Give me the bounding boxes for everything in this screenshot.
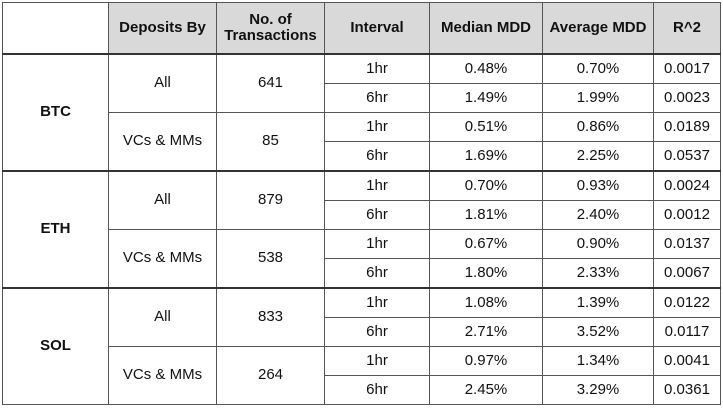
average-mdd-cell: 2.33% [542,258,654,289]
median-mdd-cell: 0.51% [429,112,543,142]
table-row: SOL All 833 1hr 1.08% 1.39% 0.0122 [2,287,721,405]
average-mdd-cell: 2.25% [542,141,654,172]
r2-cell: 0.0137 [653,229,721,259]
average-mdd-cell: 2.40% [542,200,654,230]
table-row: 6hr 2.71% 3.52% 0.0117 [3,317,721,347]
deposits-by-cell: All [108,170,217,230]
interval-cell: 1hr [324,287,430,318]
median-mdd-cell: 2.45% [429,375,543,405]
table-row: ETH All 879 1hr 0.70% 0.93% 0.0024 [2,170,721,289]
num-transactions-cell: 641 [216,53,325,113]
interval-cell: 1hr [324,112,430,142]
median-mdd-cell: 2.71% [429,317,543,347]
interval-cell: 1hr [324,53,430,84]
r2-cell: 0.0017 [653,53,721,84]
median-mdd-cell: 0.48% [429,53,543,84]
average-mdd-cell: 1.39% [542,287,654,318]
average-mdd-cell: 3.29% [542,375,654,405]
average-mdd-cell: 1.34% [542,346,654,376]
interval-cell: 6hr [324,375,430,405]
median-mdd-cell: 0.97% [429,346,543,376]
table-row: VCs & MMs 85 1hr 0.51% 0.86% 0.0189 [3,112,721,172]
header-interval: Interval [324,2,430,55]
deposits-by-cell: All [108,53,217,113]
table-row: BTC All 641 1hr 0.48% 0.70% 0.0017 [2,53,721,172]
median-mdd-cell: 0.70% [429,170,543,201]
r2-cell: 0.0361 [653,375,721,405]
median-mdd-cell: 1.80% [429,258,543,289]
num-transactions-cell: 85 [216,112,325,172]
r2-cell: 0.0023 [653,83,721,113]
deposits-by-cell: VCs & MMs [108,346,217,405]
asset-label: SOL [2,287,109,405]
r2-cell: 0.0122 [653,287,721,318]
num-transactions-cell: 833 [216,287,325,347]
r2-cell: 0.0012 [653,200,721,230]
table-row: 6hr 2.45% 3.29% 0.0361 [3,375,721,405]
deposits-by-cell: VCs & MMs [108,229,217,289]
median-mdd-cell: 1.81% [429,200,543,230]
interval-cell: 6hr [324,317,430,347]
num-transactions-cell: 538 [216,229,325,289]
average-mdd-cell: 0.93% [542,170,654,201]
table-row: VCs & MMs 538 1hr 0.67% 0.90% 0.0137 [3,229,721,289]
average-mdd-cell: 0.86% [542,112,654,142]
average-mdd-cell: 0.70% [542,53,654,84]
median-mdd-cell: 1.69% [429,141,543,172]
header-row: Deposits By No. of Transactions Interval… [2,2,721,55]
average-mdd-cell: 0.90% [542,229,654,259]
median-mdd-cell: 0.67% [429,229,543,259]
interval-cell: 6hr [324,141,430,172]
header-average-mdd: Average MDD [542,2,654,55]
table-row: 6hr 1.81% 2.40% 0.0012 [3,200,721,230]
table-row: 6hr 1.80% 2.33% 0.0067 [3,258,721,289]
r2-cell: 0.0189 [653,112,721,142]
header-num-transactions: No. of Transactions [216,2,325,55]
r2-cell: 0.0067 [653,258,721,289]
interval-cell: 6hr [324,258,430,289]
header-deposits-by: Deposits By [108,2,217,55]
median-mdd-cell: 1.08% [429,287,543,318]
deposits-by-cell: VCs & MMs [108,112,217,172]
r2-cell: 0.0024 [653,170,721,201]
num-transactions-cell: 879 [216,170,325,230]
table-row: VCs & MMs 264 1hr 0.97% 1.34% 0.0041 [3,346,721,405]
num-transactions-cell: 264 [216,346,325,405]
r2-cell: 0.0041 [653,346,721,376]
interval-cell: 6hr [324,83,430,113]
average-mdd-cell: 3.52% [542,317,654,347]
average-mdd-cell: 1.99% [542,83,654,113]
median-mdd-cell: 1.49% [429,83,543,113]
table-row: 6hr 1.49% 1.99% 0.0023 [3,83,721,113]
interval-cell: 1hr [324,229,430,259]
table-row: 6hr 1.69% 2.25% 0.0537 [3,141,721,172]
r2-cell: 0.0117 [653,317,721,347]
header-asset [2,2,109,55]
deposits-by-cell: All [108,287,217,347]
r2-cell: 0.0537 [653,141,721,172]
interval-cell: 1hr [324,346,430,376]
header-r2: R^2 [653,2,721,55]
header-median-mdd: Median MDD [429,2,543,55]
mdd-results-table: Deposits By No. of Transactions Interval… [2,2,721,405]
asset-label: ETH [2,170,109,289]
interval-cell: 1hr [324,170,430,201]
asset-label: BTC [2,53,109,172]
interval-cell: 6hr [324,200,430,230]
